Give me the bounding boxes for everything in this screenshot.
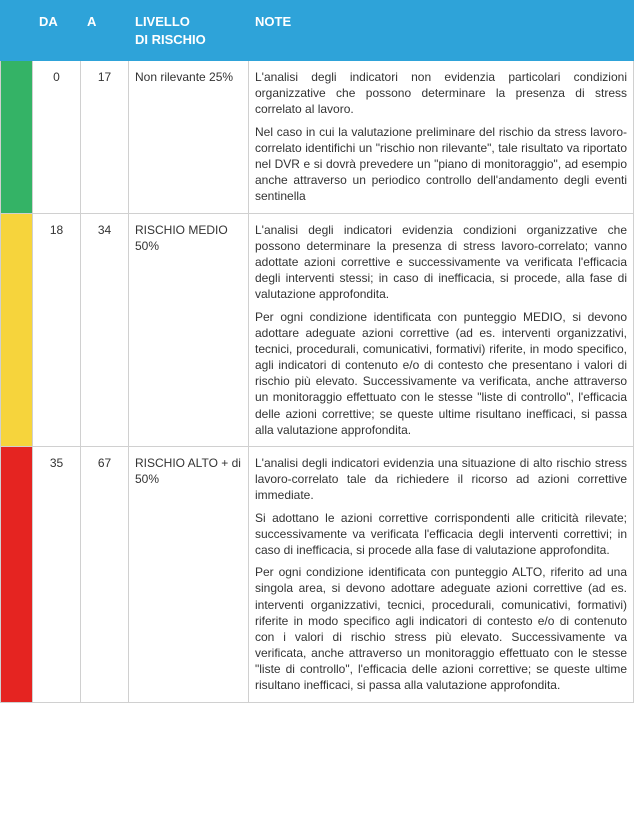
table-row: 017Non rilevante 25%L'analisi degli indi… xyxy=(1,61,634,214)
note-paragraph: Per ogni condizione identificata con pun… xyxy=(255,309,627,439)
note-paragraph: Per ogni condizione identificata con pun… xyxy=(255,564,627,694)
header-stripe xyxy=(1,1,33,61)
header-livello-text: LIVELLODI RISCHIO xyxy=(135,14,206,47)
risk-table-body: 017Non rilevante 25%L'analisi degli indi… xyxy=(1,61,634,703)
cell-note: L'analisi degli indicatori evidenzia una… xyxy=(249,447,634,703)
cell-note: L'analisi degli indicatori non evidenzia… xyxy=(249,61,634,214)
note-paragraph: Si adottano le azioni correttive corrisp… xyxy=(255,510,627,559)
cell-livello: RISCHIO ALTO + di 50% xyxy=(129,447,249,703)
table-row: 3567RISCHIO ALTO + di 50%L'analisi degli… xyxy=(1,447,634,703)
cell-da: 18 xyxy=(33,213,81,446)
header-da: DA xyxy=(33,1,81,61)
note-paragraph: L'analisi degli indicatori evidenzia una… xyxy=(255,455,627,504)
risk-color-stripe xyxy=(1,61,33,214)
note-paragraph: L'analisi degli indicatori non evidenzia… xyxy=(255,69,627,118)
cell-livello: Non rilevante 25% xyxy=(129,61,249,214)
risk-level-table: DA A LIVELLODI RISCHIO NOTE 017Non rilev… xyxy=(0,0,634,703)
risk-color-stripe xyxy=(1,447,33,703)
cell-da: 35 xyxy=(33,447,81,703)
cell-a: 67 xyxy=(81,447,129,703)
header-a: A xyxy=(81,1,129,61)
table-header-row: DA A LIVELLODI RISCHIO NOTE xyxy=(1,1,634,61)
cell-a: 17 xyxy=(81,61,129,214)
note-paragraph: Nel caso in cui la valutazione prelimina… xyxy=(255,124,627,205)
cell-note: L'analisi degli indicatori evidenzia con… xyxy=(249,213,634,446)
note-paragraph: L'analisi degli indicatori evidenzia con… xyxy=(255,222,627,303)
cell-da: 0 xyxy=(33,61,81,214)
risk-color-stripe xyxy=(1,213,33,446)
header-livello: LIVELLODI RISCHIO xyxy=(129,1,249,61)
header-note: NOTE xyxy=(249,1,634,61)
cell-livello: RISCHIO MEDIO 50% xyxy=(129,213,249,446)
table-row: 1834RISCHIO MEDIO 50%L'analisi degli ind… xyxy=(1,213,634,446)
cell-a: 34 xyxy=(81,213,129,446)
